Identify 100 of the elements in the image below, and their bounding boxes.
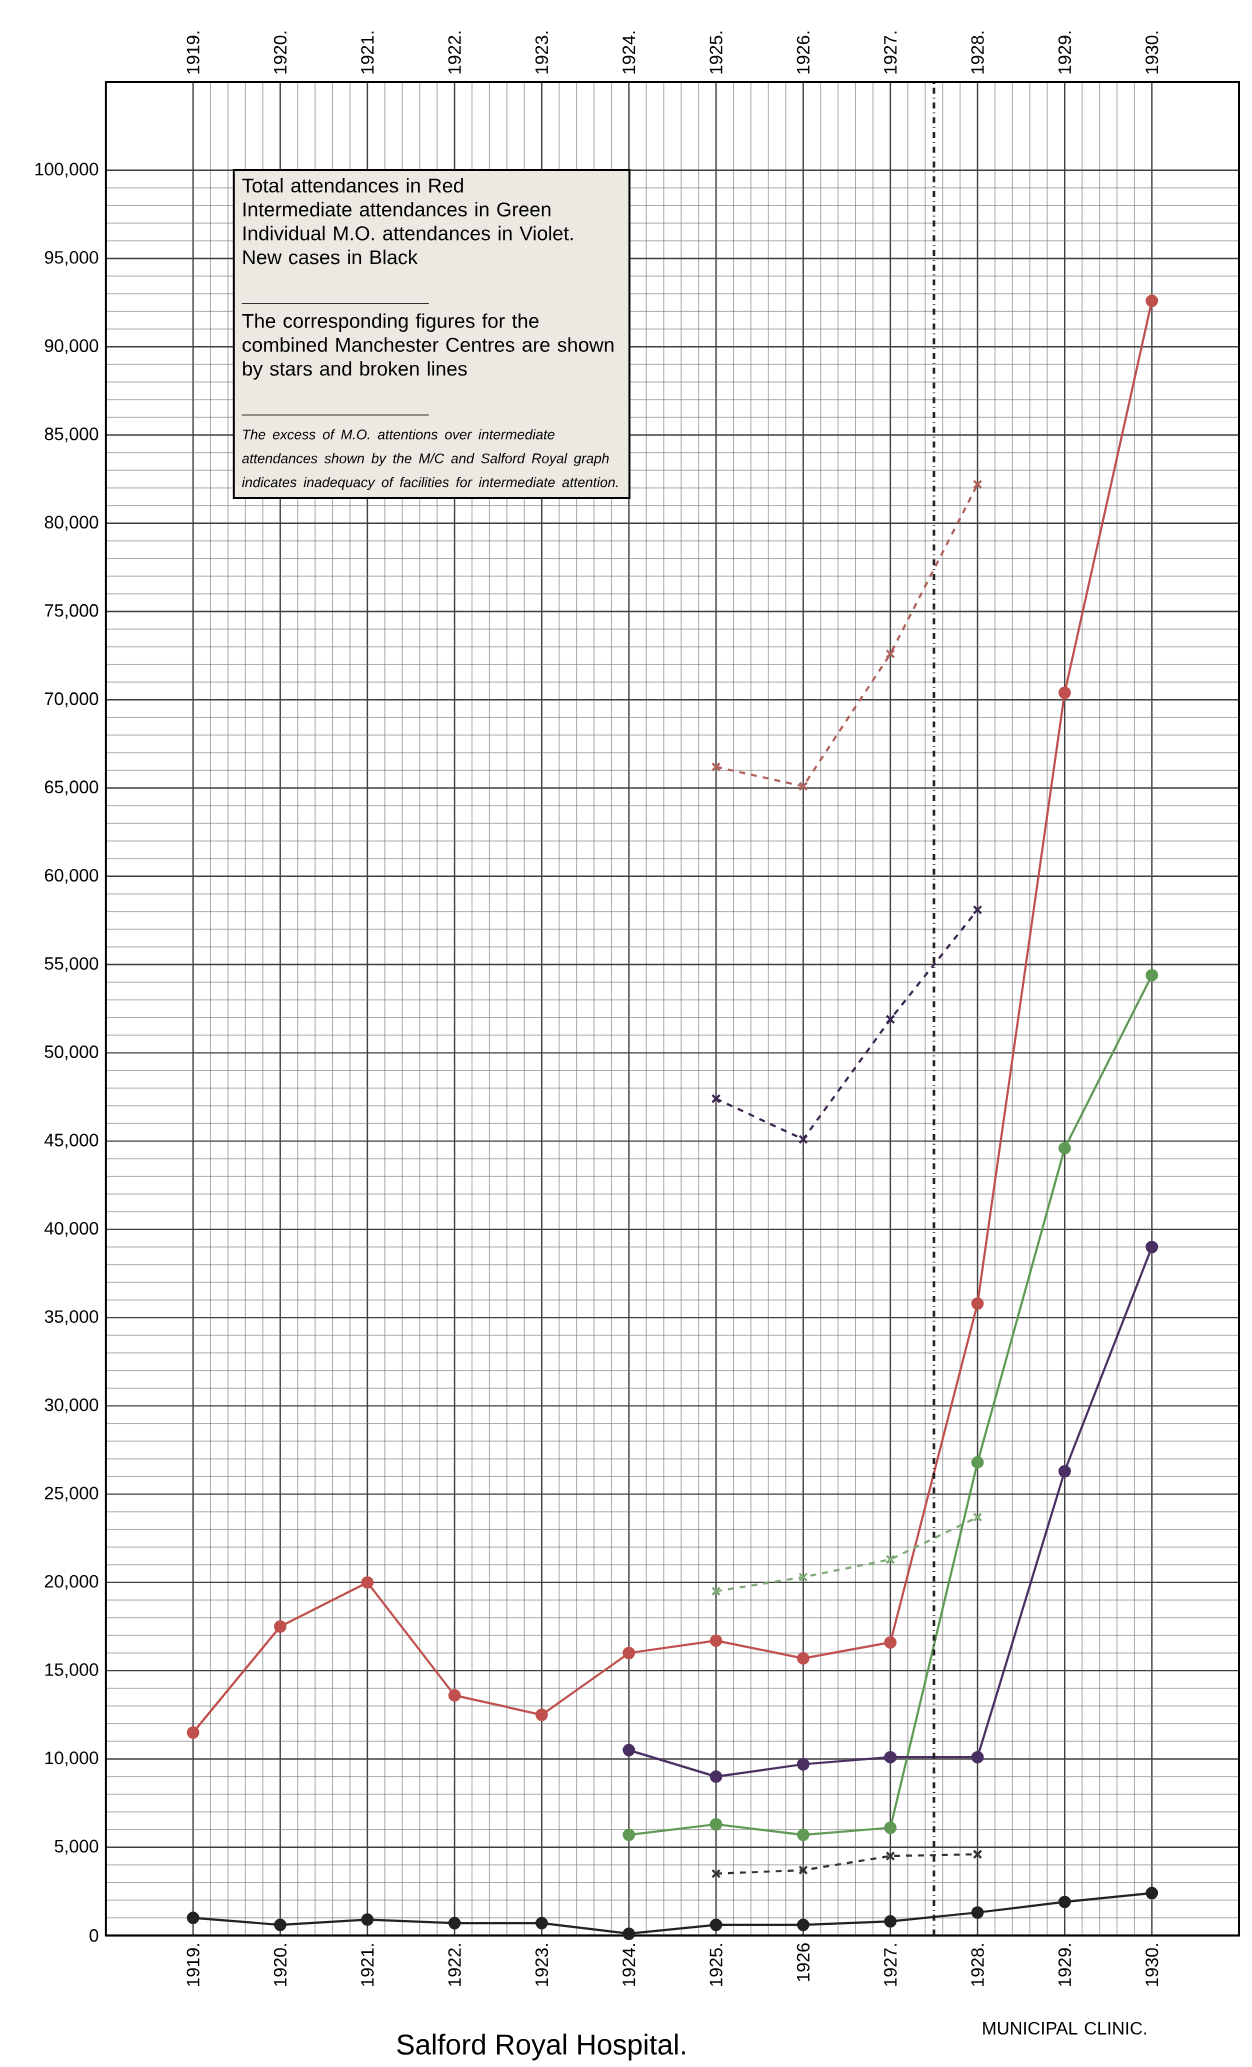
point	[448, 1916, 461, 1930]
annotation: The excess of M.O. attentions over intermediate attendances shown by the M/C and Salford Royal graph indicates inadequacy of facilities for intermediate attention.	[242, 429, 618, 490]
x-tick-label: 1919.	[186, 1944, 200, 1986]
point	[711, 1868, 721, 1879]
point	[361, 1576, 374, 1589]
point	[622, 1743, 636, 1757]
y-tick-label: 20,000	[44, 1575, 99, 1590]
point	[711, 1586, 721, 1596]
annotation: Intermediate attendances in Green	[243, 201, 551, 217]
x-tick-label: 1923.	[535, 1944, 549, 1986]
y-tick-label: 30,000	[44, 1398, 99, 1414]
point	[798, 1865, 808, 1875]
point	[798, 1134, 808, 1145]
text: MUNICIPAL CLINIC.	[983, 2021, 1147, 2035]
text: Salford Royal Hospital.	[397, 2033, 685, 2061]
x2-tick-label: 1922.	[448, 31, 461, 74]
y-tick-label: 100,000	[35, 162, 99, 178]
point	[1058, 686, 1071, 699]
point	[796, 1757, 810, 1771]
point	[971, 1906, 984, 1919]
point	[971, 1456, 984, 1469]
point	[885, 1851, 896, 1861]
point	[709, 1634, 723, 1647]
point	[186, 1726, 200, 1739]
y-tick-label: 60,000	[44, 868, 99, 884]
x-tick-label: 1925.	[709, 1944, 723, 1986]
point	[711, 762, 721, 772]
y-tick-label: 25,000	[44, 1486, 99, 1502]
y-tick-label: 45,000	[44, 1133, 99, 1149]
x-tick-label: 1922.	[448, 1944, 461, 1986]
x-tick-label: 1929.	[1058, 1944, 1072, 1986]
annotation: Individual M.O. attendances in Violet.	[243, 225, 573, 241]
x2-tick-label: 1924.	[622, 31, 636, 74]
point	[709, 1817, 723, 1831]
point	[622, 1828, 636, 1842]
y-tick-label: 40,000	[44, 1221, 99, 1237]
point	[709, 1918, 723, 1932]
point	[798, 781, 808, 792]
point	[972, 905, 983, 915]
y-tick-label: 15,000	[45, 1663, 99, 1679]
y-tick-label: 50,000	[44, 1045, 99, 1061]
point	[535, 1916, 548, 1930]
point	[884, 1821, 897, 1835]
point	[535, 1708, 548, 1722]
y-tick-label: 5,000	[54, 1839, 99, 1855]
x2-tick-label: 1925.	[709, 31, 723, 74]
x2-tick-label: 1929.	[1058, 31, 1072, 74]
y-tick-label: 80,000	[44, 515, 99, 531]
point	[796, 1918, 810, 1932]
annotation: Total attendances in Red	[242, 177, 463, 193]
x2-tick-label: 1926.	[796, 31, 810, 74]
x-tick-label: 1924.	[622, 1944, 636, 1986]
x-tick-label: 1921.	[361, 1944, 374, 1986]
point	[971, 1750, 984, 1764]
point	[796, 1652, 810, 1665]
x2-tick-label: 1928.	[971, 31, 984, 74]
y-tick-label: 35,000	[44, 1310, 99, 1326]
x-tick-label: 1928.	[971, 1944, 984, 1986]
x2-tick-label: 1923.	[535, 31, 549, 74]
point	[711, 1093, 721, 1104]
point	[1058, 1895, 1071, 1909]
point	[1145, 968, 1159, 982]
y-tick-label: 95,000	[44, 251, 99, 266]
point	[971, 1297, 984, 1310]
x2-tick-label: 1927.	[884, 31, 897, 74]
point	[1145, 294, 1159, 308]
point	[448, 1689, 461, 1702]
point	[885, 1554, 896, 1565]
annotation: The corresponding figures for the combined Manchester Centres are shown by stars and broken lines	[242, 313, 614, 380]
y-tick-label: 70,000	[44, 692, 99, 708]
x-tick-label: 1930.	[1145, 1944, 1159, 1986]
point	[972, 479, 983, 490]
point	[273, 1620, 287, 1633]
point	[1058, 1141, 1071, 1155]
point	[798, 1572, 808, 1582]
point	[884, 1915, 897, 1928]
point	[1145, 1886, 1159, 1900]
point	[885, 649, 896, 659]
point	[622, 1646, 636, 1660]
x-tick-label: 1927.	[884, 1944, 897, 1986]
y-tick-label: 65,000	[44, 780, 99, 796]
y-tick-label: 0	[89, 1929, 99, 1942]
x2-tick-label: 1920.	[273, 31, 287, 74]
annotation: New cases in Black	[243, 249, 418, 265]
x2-tick-label: 1930.	[1145, 31, 1159, 74]
point	[709, 1770, 723, 1783]
point	[884, 1636, 897, 1649]
point	[972, 1512, 983, 1522]
point	[273, 1918, 287, 1932]
point	[1145, 1240, 1159, 1254]
x-tick-label: 1926	[796, 1943, 810, 1981]
point	[186, 1911, 200, 1925]
point	[885, 1014, 896, 1025]
point	[622, 1927, 636, 1940]
y-tick-label: 10,000	[45, 1751, 99, 1767]
x2-tick-label: 1921.	[361, 31, 374, 74]
x2-tick-label: 1919.	[186, 31, 200, 74]
point	[1058, 1464, 1071, 1478]
y-tick-label: 55,000	[44, 957, 99, 972]
point	[796, 1828, 810, 1842]
